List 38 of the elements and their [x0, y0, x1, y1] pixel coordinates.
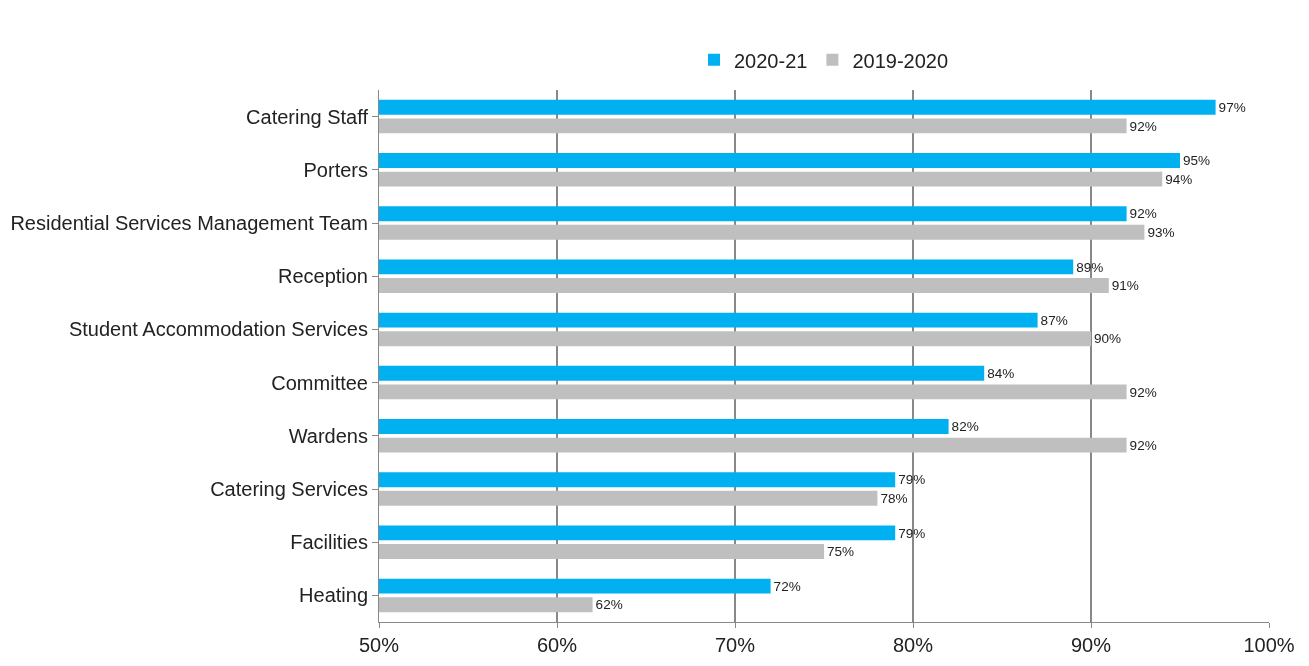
data-label: 75%	[827, 544, 855, 560]
y-tick-label: Catering Staff	[246, 105, 369, 128]
y-tick-label: Committee	[271, 371, 368, 394]
x-tick-label: 100%	[1243, 634, 1295, 656]
legend-label: 2020-21	[734, 49, 808, 72]
data-label: 62%	[595, 597, 623, 613]
x-tick-label: 70%	[714, 634, 756, 656]
y-tick-label: Residential Services Management Team	[10, 212, 368, 234]
data-label: 78%	[880, 491, 908, 507]
data-label: 72%	[773, 578, 801, 594]
data-label: 95%	[1183, 153, 1211, 169]
y-tick-label: Reception	[277, 265, 368, 288]
x-tick-label: 50%	[358, 634, 400, 656]
x-tick-label: 90%	[1070, 634, 1112, 656]
data-label: 89%	[1076, 259, 1104, 275]
x-tick-label: 60%	[536, 634, 578, 656]
data-label: 91%	[1111, 278, 1139, 294]
y-tick-label: Porters	[303, 158, 368, 181]
data-label: 92%	[1129, 206, 1157, 222]
legend-label: 2019-2020	[852, 49, 949, 72]
data-label: 79%	[898, 525, 926, 541]
y-tick-label: Heating	[299, 584, 368, 607]
data-label: 94%	[1165, 171, 1193, 187]
data-label: 79%	[898, 472, 926, 488]
y-tick-label: Facilities	[290, 531, 368, 554]
y-tick-label: Wardens	[288, 424, 368, 447]
data-label: 92%	[1129, 437, 1157, 453]
data-label: 87%	[1040, 312, 1068, 328]
data-label: 97%	[1218, 100, 1246, 116]
y-tick-label: Catering Services	[210, 478, 368, 500]
data-label: 92%	[1129, 384, 1157, 400]
data-label: 92%	[1129, 118, 1157, 134]
data-label: 82%	[951, 419, 979, 435]
x-tick-label: 80%	[892, 634, 934, 656]
data-label: 84%	[987, 366, 1015, 382]
data-label: 90%	[1094, 331, 1122, 347]
y-tick-label: Student Accommodation Services	[68, 318, 368, 341]
data-label: 93%	[1147, 225, 1175, 241]
